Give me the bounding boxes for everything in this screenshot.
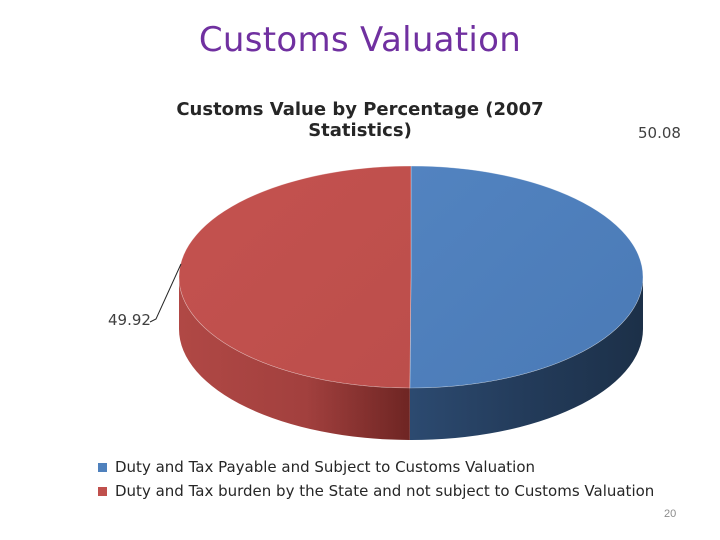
- page-number: 20: [664, 508, 677, 520]
- data-label: 49.92: [108, 311, 151, 329]
- pie-slice-blue: [409, 165, 644, 389]
- chart-legend: Duty and Tax Payable and Subject to Cust…: [98, 455, 654, 503]
- legend-label: Duty and Tax Payable and Subject to Cust…: [115, 458, 535, 476]
- pie-side-blue: [409, 277, 643, 440]
- data-label: 50.08: [638, 124, 681, 142]
- pie-slice-red: [178, 165, 412, 389]
- pie-side-red: [179, 277, 410, 440]
- legend-swatch-red: [98, 486, 107, 496]
- legend-swatch-blue: [98, 462, 107, 472]
- slide-title: Customs Valuation: [198, 20, 522, 60]
- legend-item: Duty and Tax Payable and Subject to Cust…: [98, 455, 654, 479]
- leader-line: [149, 263, 182, 323]
- chart-title: Customs Value by Percentage (2007 Statis…: [176, 99, 544, 141]
- legend-item: Duty and Tax burden by the State and not…: [98, 479, 654, 503]
- legend-label: Duty and Tax burden by the State and not…: [115, 482, 655, 500]
